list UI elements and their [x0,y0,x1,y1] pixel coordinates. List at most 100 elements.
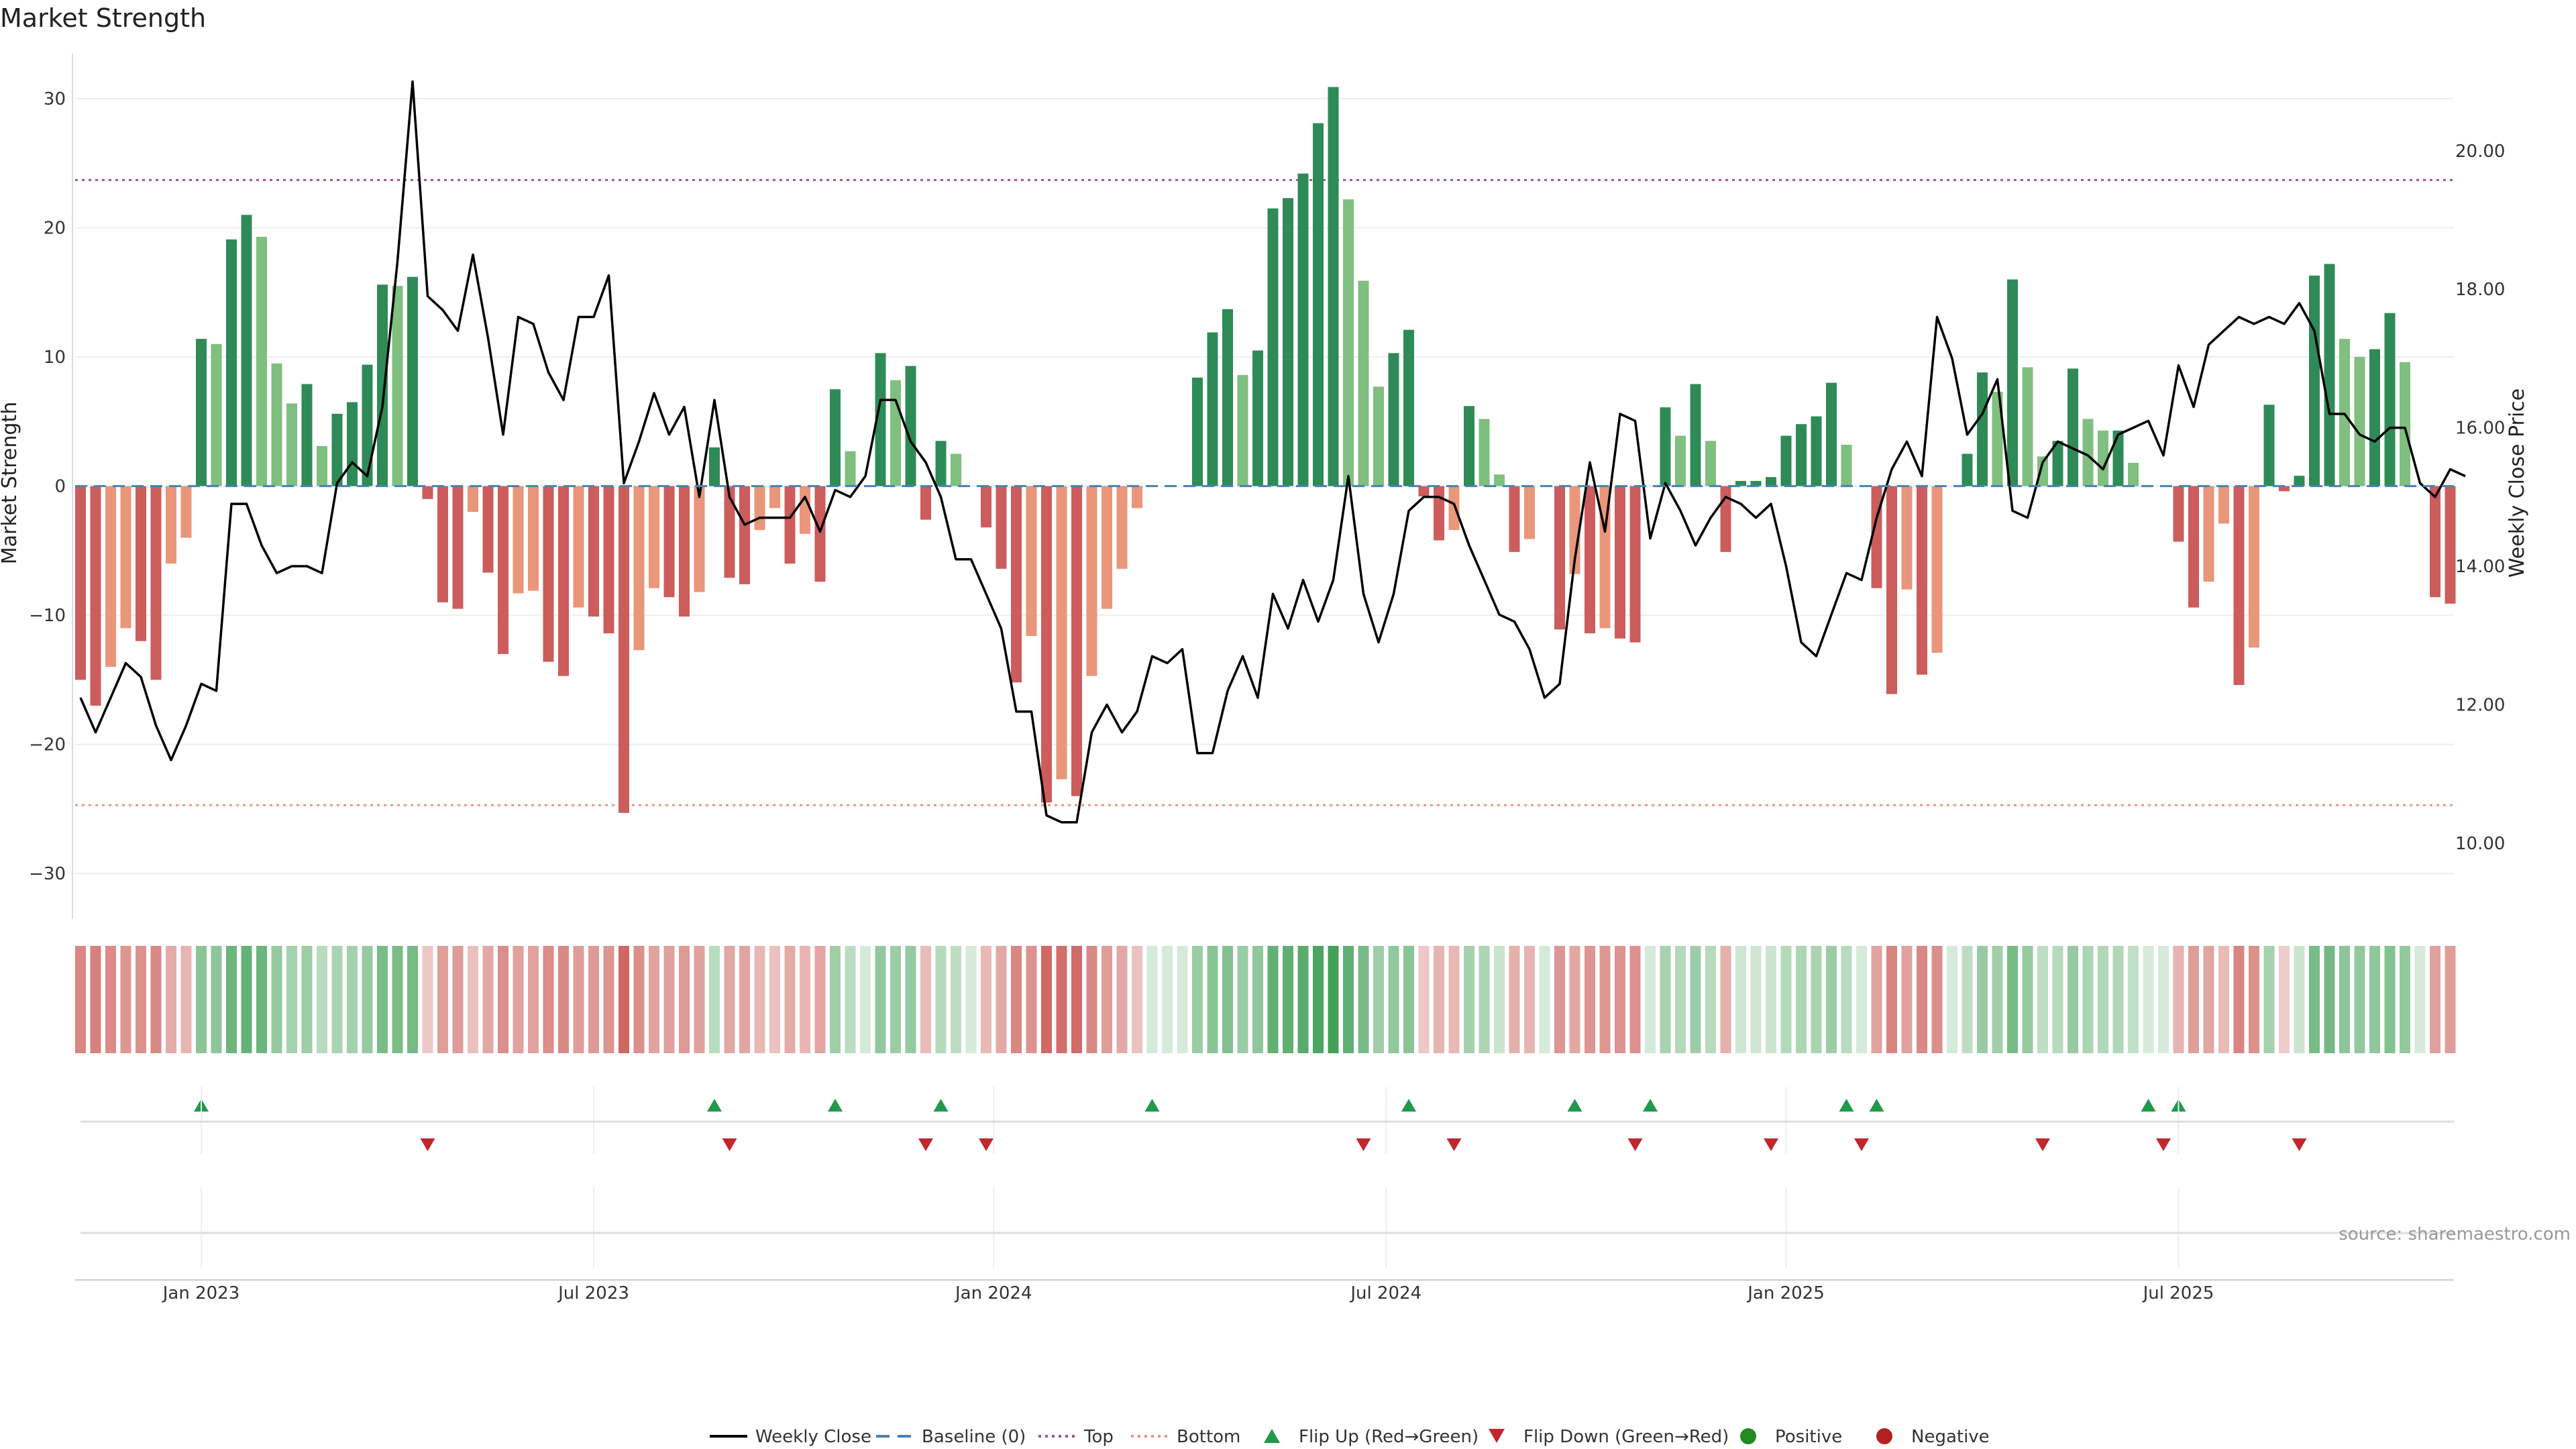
heat-cell [679,946,690,1053]
strength-bar [1479,419,1490,486]
strength-bar [649,486,659,588]
heat-cell [2203,946,2214,1053]
strength-bar [407,276,418,486]
strength-bar [2369,349,2380,486]
strength-bar [286,403,297,486]
strength-bar [981,486,991,528]
legend-item: Positive [1740,1427,1842,1447]
strength-bar [2128,462,2139,486]
heat-cell [392,946,403,1053]
heat-cell [150,946,162,1053]
heat-cell [1026,946,1037,1053]
strength-bar [105,486,116,667]
flip-up-marker [1401,1099,1416,1112]
flip-up-marker [2141,1099,2156,1112]
strength-bar [2052,441,2063,486]
strength-bar [784,486,796,564]
heat-cell [1947,946,1957,1053]
strength-bar [1509,486,1520,552]
heat-cell [2384,946,2396,1053]
heat-cell [1297,946,1309,1053]
heat-cell [196,946,207,1053]
heat-cell [2233,946,2245,1053]
heat-cell [769,946,780,1053]
strength-bar [211,343,222,486]
heat-cell [1494,946,1505,1053]
strength-bar [1494,474,1505,486]
heat-cell [2188,946,2199,1053]
heat-cell [1750,946,1762,1053]
strength-bar [1917,486,1927,675]
heat-cell [663,946,675,1053]
strength-bar [1826,382,1837,486]
strength-bars [75,87,2456,813]
strength-bar [1116,486,1128,569]
strength-bar [1358,280,1369,486]
heat-cell [468,946,478,1053]
x-axis-ticks: Jan 2023 Jul 2023 Jan 2024 Jul 2024 Jan 2025… [75,1087,2454,1303]
strength-bar [1267,208,1279,486]
heat-cell [845,946,856,1053]
heat-cell [2158,946,2169,1053]
heat-cell [890,946,901,1053]
heat-cell [1826,946,1837,1053]
strength-bar [2309,275,2320,486]
heat-cell [935,946,947,1053]
strength-bar [498,486,508,654]
left-tick-label: 30 [44,89,66,109]
heat-cell [1132,946,1142,1053]
strength-bar [1901,486,1913,590]
heat-cell [2082,946,2094,1053]
weekly-close-line [79,80,2466,824]
heat-cell [2052,946,2063,1053]
strength-bar [392,286,403,486]
heat-cell [814,946,826,1053]
x-tick-label: Jul 2025 [2142,1283,2214,1303]
flip-up-marker [1567,1099,1582,1112]
strength-bar [1403,329,1414,486]
heat-cell [90,946,101,1053]
heat-cell [754,946,765,1053]
strength-bar [1811,416,1822,486]
strength-bar [1992,392,2003,486]
heat-cell [256,946,267,1053]
heat-cell [1629,946,1641,1053]
strength-bar [1931,486,1943,653]
heat-cell [2354,946,2365,1053]
heat-cell [784,946,796,1053]
x-tick-label: Jan 2024 [954,1283,1032,1303]
heat-cell [1524,946,1535,1053]
heat-cell [1041,946,1052,1053]
strength-bar [2022,367,2033,486]
legend: Weekly Close Baseline (0) Top Bottom Flip Up… [710,1427,1990,1447]
heat-cell [1252,946,1263,1053]
strength-bar [2354,357,2365,486]
flip-down-marker [1356,1138,1371,1151]
heat-cell [2445,946,2456,1053]
flip-down-marker [2035,1138,2050,1151]
flip-down-marker [918,1138,933,1151]
heat-cell [1343,946,1354,1053]
heat-cell [1313,946,1324,1053]
heat-cell [136,946,146,1053]
x-tick-label: Jan 2023 [162,1283,240,1303]
heat-cell [2294,946,2305,1053]
heat-cell [1509,946,1520,1053]
x-tick-label: Jul 2024 [1349,1283,1421,1303]
heat-cell [1539,946,1550,1053]
left-tick-label: −30 [29,864,66,884]
strength-bar [2112,430,2124,486]
strength-bar [1192,377,1203,486]
strength-bar [573,486,584,608]
strength-bar [769,486,780,508]
left-tick-label: −10 [29,606,66,626]
strength-bar [588,486,599,617]
strength-bar [513,486,524,594]
right-axis-ticks: 20.00 18.00 16.00 14.00 12.00 10.00 [2455,142,2505,854]
heat-cell [875,946,886,1053]
strength-bar [150,486,162,680]
heat-cell [75,946,86,1053]
strength-bar [1026,486,1037,636]
strength-bar [75,486,86,680]
legend-item: Negative [1876,1427,1990,1447]
